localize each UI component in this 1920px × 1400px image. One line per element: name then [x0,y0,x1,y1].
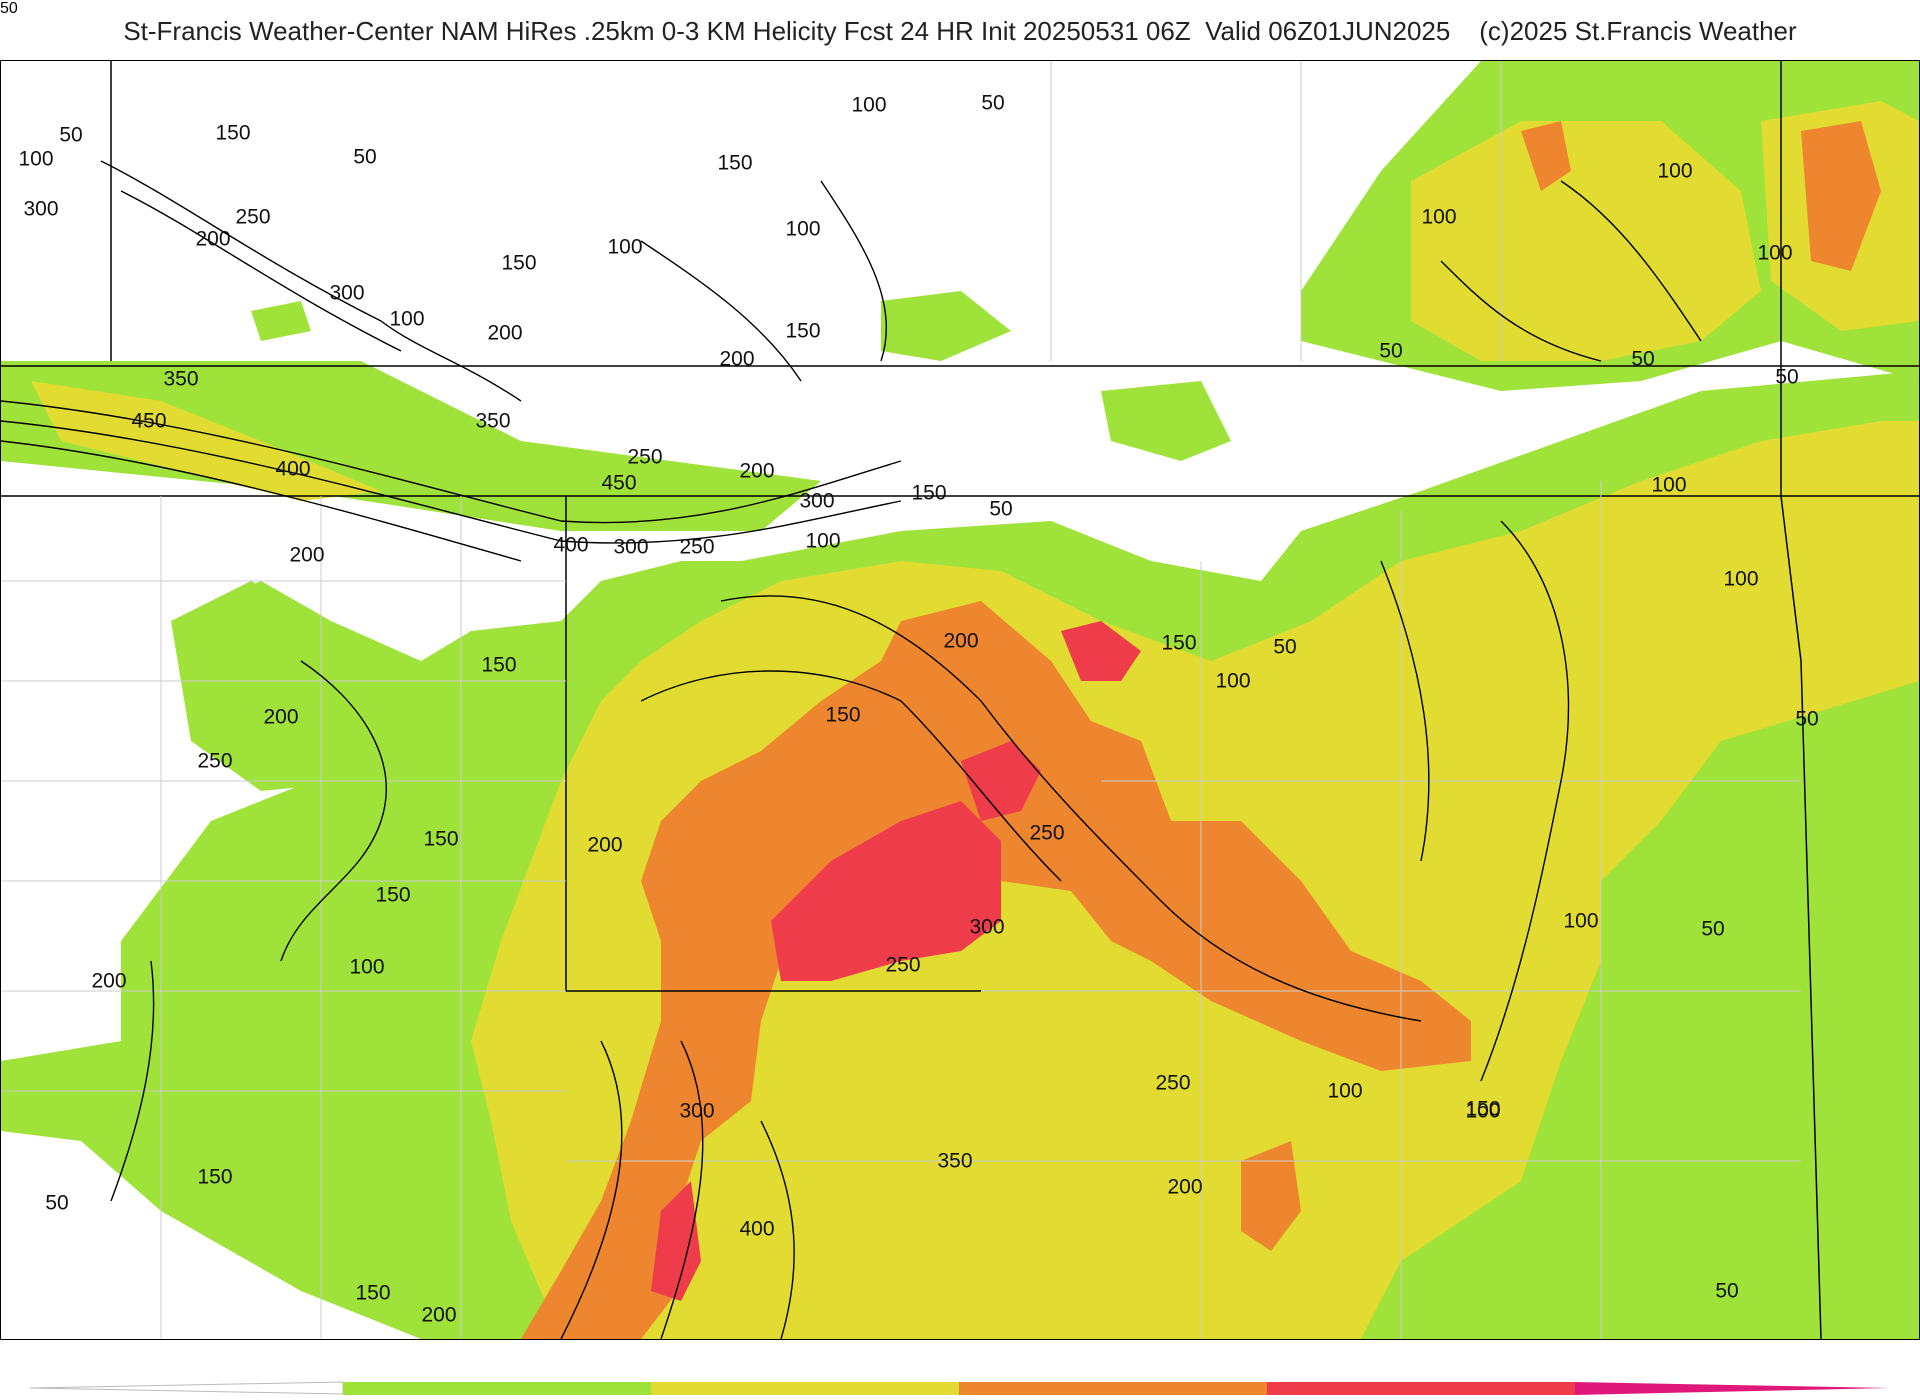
contour-label: 100 [1215,669,1251,693]
helicity-fill-200 [521,121,1881,1339]
contour-label: 150 [911,481,947,505]
contour-label: 200 [1167,1175,1203,1199]
helicity-contours [1,160,1702,1339]
contour-label: 300 [329,281,365,305]
map-title-bar: St-Francis Weather-Center NAM HiRes .25k… [0,0,1920,62]
map-canvas [1,61,1919,1339]
contour-label: 100 [1757,241,1793,265]
contour-label: 450 [601,471,637,495]
contour-label: 150 [355,1281,391,1305]
contour-label: 250 [885,953,921,977]
contour-label: 50 [981,91,1005,115]
contour-label: 350 [937,1149,973,1173]
contour-label: 100 [1421,205,1457,229]
contour-label: 50 [989,497,1013,521]
contour-label: 250 [1029,821,1065,845]
contour-label: 150 [825,703,861,727]
contour-label: 100 [785,217,821,241]
contour-label: 100 [805,529,841,553]
contour-label: 150 [501,251,537,275]
contour-label: 50 [1775,365,1799,389]
legend-segment-300 [1267,1382,1575,1395]
contour-label: 250 [627,445,663,469]
contour-label: 50 [1701,917,1725,941]
contour-label: 100 [1723,567,1759,591]
contour-label: 100 [349,955,385,979]
contour-label: 150 [1465,1097,1501,1121]
contour-label: 50 [1715,1279,1739,1303]
contour-label: 400 [275,457,311,481]
contour-label: 450 [131,409,167,433]
contour-label: 300 [679,1099,715,1123]
contour-label: 150 [717,151,753,175]
contour-label: 300 [23,197,59,221]
contour-label: 100 [1563,909,1599,933]
contour-label: 300 [613,535,649,559]
contour-label: 150 [215,121,251,145]
legend-segment-100 [651,1382,959,1395]
helicity-map[interactable]: 50 100 150 300 200 250 50 150 300 100 20… [0,60,1920,1340]
contour-label: 200 [739,459,775,483]
contour-label: 100 [1651,473,1687,497]
contour-label: 50 [353,145,377,169]
contour-label: 300 [969,915,1005,939]
contour-label: 400 [553,533,589,557]
legend-tick-label: 50 [0,0,18,17]
contour-label: 250 [197,749,233,773]
legend-segment-200 [959,1382,1267,1395]
contour-label: 100 [389,307,425,331]
helicity-fill-300 [651,621,1141,1301]
contour-label: 200 [487,321,523,345]
contour-label: 200 [195,227,231,251]
contour-label: 200 [943,629,979,653]
legend-segment-400 [1575,1382,1890,1395]
contour-label: 200 [289,543,325,567]
map-title: St-Francis Weather-Center NAM HiRes .25k… [123,15,1451,46]
contour-label: 350 [475,409,511,433]
contour-label: 50 [1379,339,1403,363]
contour-label: 50 [1631,347,1655,371]
contour-label: 400 [739,1217,775,1241]
contour-label: 100 [18,147,54,171]
contour-label: 100 [1327,1079,1363,1103]
contour-label: 200 [421,1303,457,1327]
helicity-legend-bar [29,1381,1890,1395]
contour-label: 200 [263,705,299,729]
contour-label: 350 [163,367,199,391]
contour-label: 150 [375,883,411,907]
contour-label: 50 [1273,635,1297,659]
contour-label: 250 [679,535,715,559]
contour-label: 50 [1795,707,1819,731]
contour-label: 200 [91,969,127,993]
copyright-text: (c)2025 St.Francis Weather [1479,15,1797,46]
contour-label: 250 [235,205,271,229]
contour-label: 100 [1465,1099,1501,1123]
contour-label: 150 [1161,631,1197,655]
contour-label: 200 [587,833,623,857]
legend-segment-50 [343,1382,651,1395]
contour-label: 50 [59,123,83,147]
contour-label: 150 [785,319,821,343]
contour-label: 150 [423,827,459,851]
contour-label: 100 [607,235,643,259]
contour-label: 250 [1155,1071,1191,1095]
contour-label: 200 [719,347,755,371]
county-lines [1,61,1801,1339]
legend-segment-below-50 [29,1381,344,1395]
contour-label: 100 [851,93,887,117]
contour-label: 100 [1657,159,1693,183]
contour-label: 300 [799,489,835,513]
contour-label: 150 [197,1165,233,1189]
contour-label: 50 [45,1191,69,1215]
contour-label: 150 [481,653,517,677]
